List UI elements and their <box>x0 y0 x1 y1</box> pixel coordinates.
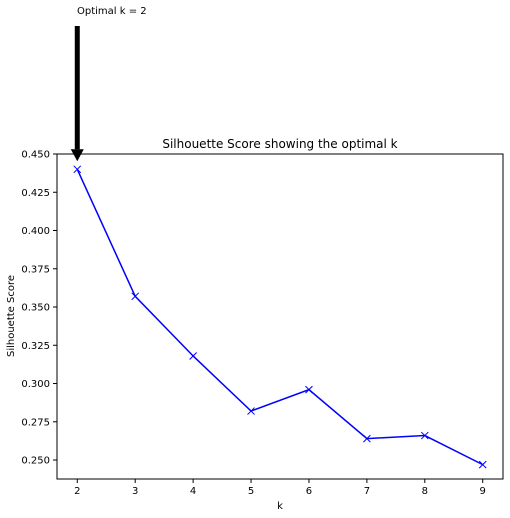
data-point-marker <box>305 385 313 394</box>
x-tick-label: 7 <box>364 486 370 497</box>
series-layer <box>73 165 487 469</box>
data-point-marker <box>247 407 255 415</box>
x-axis-label: k <box>277 501 283 512</box>
annotation-arrow-shaft <box>74 26 80 150</box>
data-point-marker <box>478 460 487 469</box>
y-tick-label: 0.450 <box>21 150 50 161</box>
y-tick-label: 0.275 <box>21 417 50 428</box>
data-point-marker <box>131 292 140 301</box>
data-point-marker <box>73 165 82 174</box>
data-point-marker <box>420 431 429 440</box>
y-tick-label: 0.325 <box>21 341 50 352</box>
plot-area <box>56 153 504 480</box>
x-tick-label: 3 <box>132 486 138 497</box>
series-line <box>76 168 484 466</box>
x-axis: 2 3 4 5 6 7 8 9 <box>74 479 486 497</box>
y-tick-label: 0.425 <box>21 188 50 199</box>
data-point-marker <box>189 352 197 360</box>
x-tick-label: 6 <box>306 486 312 497</box>
x-tick-label: 9 <box>480 486 486 497</box>
y-tick-label: 0.350 <box>21 303 50 314</box>
y-tick-label: 0.375 <box>21 264 50 275</box>
y-tick-label: 0.400 <box>21 226 50 237</box>
x-tick-label: 5 <box>248 486 254 497</box>
y-axis: 0.250 0.275 0.300 0.325 0.350 0.375 0.400 0.425… <box>21 150 57 467</box>
x-tick-label: 4 <box>190 486 196 497</box>
x-tick-label: 8 <box>422 486 428 497</box>
x-tick-label: 2 <box>74 486 80 497</box>
chart-title: Silhouette Score showing the optimal k <box>162 137 397 151</box>
y-tick-label: 0.300 <box>21 379 50 390</box>
data-point-marker <box>363 434 371 443</box>
y-axis-label: Silhouette Score <box>6 275 17 357</box>
annotation-text: Optimal k = 2 <box>77 6 147 17</box>
y-tick-label: 0.250 <box>21 456 50 467</box>
annotation-arrow-head <box>70 149 84 162</box>
annotation: Optimal k = 2 <box>70 6 147 162</box>
